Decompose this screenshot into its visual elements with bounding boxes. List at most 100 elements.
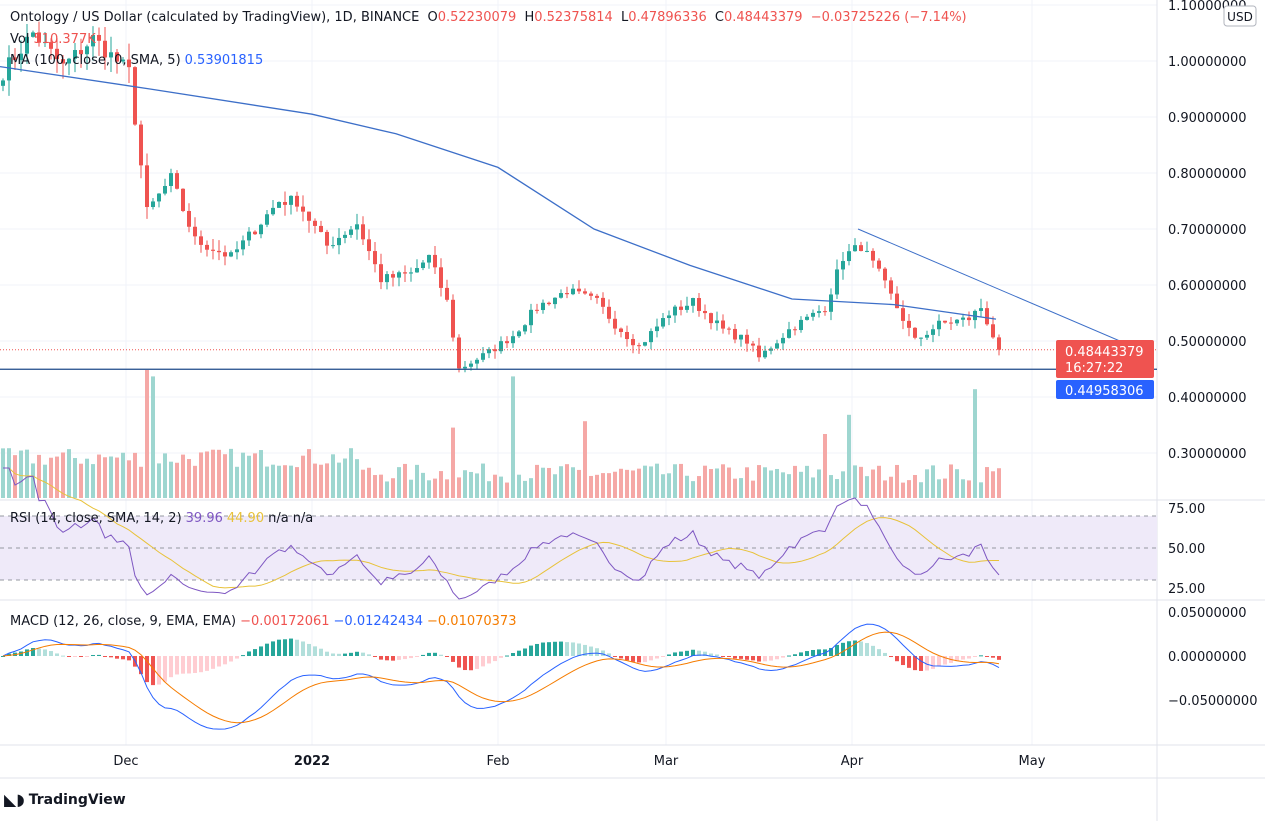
- tradingview-logo[interactable]: ◣◗ TradingView: [4, 790, 126, 809]
- volume-bar: [133, 452, 137, 498]
- macd-histogram-bar: [427, 652, 431, 656]
- rsi-legend: RSI (14, close, SMA, 14, 2) 39.96 44.90 n/a…: [10, 511, 317, 526]
- candle-body: [727, 328, 731, 330]
- volume-bar: [619, 468, 623, 498]
- price-tick-label: 0.70000000: [1168, 223, 1247, 238]
- volume-bar: [595, 474, 599, 498]
- volume-bar: [613, 471, 617, 498]
- volume-bar: [517, 474, 521, 498]
- signal-line: [2, 631, 1000, 724]
- candle-body: [517, 331, 521, 337]
- volume-bar: [79, 463, 83, 498]
- volume-bar: [91, 464, 95, 498]
- price-tick-label: 0.40000000: [1168, 391, 1247, 406]
- volume-bar: [673, 464, 677, 498]
- candle-body: [817, 311, 821, 313]
- candle-body: [397, 272, 401, 278]
- volume-bar: [229, 448, 233, 498]
- macd-legend: MACD (12, 26, close, 9, EMA, EMA) −0.0017…: [10, 614, 520, 629]
- candle-body: [931, 329, 935, 335]
- symbol-title[interactable]: Ontology / US Dollar (calculated by Trad…: [10, 10, 420, 25]
- rsi-label[interactable]: RSI (14, close, SMA, 14, 2): [10, 511, 182, 526]
- macd-histogram-bar: [739, 656, 743, 659]
- candle-body: [463, 366, 467, 369]
- volume-bar: [343, 458, 347, 498]
- macd-histogram-bar: [667, 654, 671, 656]
- candle-body: [541, 302, 545, 311]
- candle-body: [1, 80, 5, 86]
- volume-bar: [205, 451, 209, 498]
- macd-histogram-bar: [943, 656, 947, 665]
- volume-bar: [61, 452, 65, 498]
- volume-bar: [67, 449, 71, 498]
- volume-bar: [991, 471, 995, 498]
- volume-bar: [937, 479, 941, 498]
- candle-body: [109, 52, 113, 58]
- volume-bar: [211, 449, 215, 498]
- macd-histogram-bar: [709, 653, 713, 656]
- macd-histogram-bar: [253, 649, 257, 656]
- volume-bar: [859, 466, 863, 498]
- macd-histogram-bar: [277, 639, 281, 656]
- candle-body: [487, 349, 491, 354]
- candle-body: [535, 309, 539, 311]
- macd-histogram-bar: [415, 656, 419, 657]
- macd-histogram-bar: [241, 655, 245, 657]
- macd-histogram-bar: [229, 656, 233, 662]
- macd-histogram-bar: [457, 656, 461, 668]
- candle-body: [511, 336, 515, 344]
- candle-body: [355, 224, 359, 230]
- macd-histogram-bar: [745, 656, 749, 660]
- macd-histogram-bar: [325, 651, 329, 656]
- volume-bar: [139, 466, 143, 498]
- macd-histogram-bar: [961, 656, 965, 660]
- macd-histogram-bar: [343, 653, 347, 656]
- candle-body: [985, 308, 989, 325]
- volume-bar: [157, 463, 161, 498]
- macd-line: [2, 623, 1000, 730]
- volume-label[interactable]: Vol: [10, 32, 30, 47]
- candle-body: [469, 363, 473, 367]
- candle-body: [25, 36, 29, 54]
- candle-body: [91, 34, 95, 47]
- volume-bar: [295, 467, 299, 498]
- volume-bar: [745, 467, 749, 498]
- macd-histogram-bar: [175, 656, 179, 675]
- candle-body: [763, 350, 767, 358]
- candle-body: [949, 322, 953, 324]
- macd-histogram-bar: [817, 649, 821, 656]
- volume-bar: [313, 463, 317, 498]
- volume-bar: [145, 370, 149, 498]
- candle-body: [151, 201, 155, 208]
- macd-histogram-bar: [43, 649, 47, 656]
- candle-body: [403, 272, 407, 274]
- macd-histogram-bar: [391, 656, 395, 661]
- rsi-ma-value: 44.90: [226, 511, 265, 526]
- macd-histogram-bar: [655, 656, 659, 659]
- volume-bar: [883, 480, 887, 498]
- macd-histogram-bar: [763, 656, 767, 662]
- macd-histogram-bar: [73, 656, 77, 657]
- volume-bar: [55, 456, 59, 498]
- macd-histogram-bar: [931, 656, 935, 669]
- volume-bar: [97, 454, 101, 498]
- candle-body: [793, 329, 797, 331]
- candle-body: [295, 195, 299, 207]
- candle-body: [67, 58, 71, 64]
- macd-label[interactable]: MACD (12, 26, close, 9, EMA, EMA): [10, 614, 237, 629]
- ma-label[interactable]: MA (100, close, 0, SMA, 5): [10, 53, 181, 68]
- macd-histogram-bar: [307, 643, 311, 656]
- volume-bar: [463, 470, 467, 498]
- volume-bar: [691, 481, 695, 498]
- candle-body: [169, 173, 173, 186]
- volume-bar: [805, 465, 809, 498]
- macd-histogram-bar: [355, 651, 359, 656]
- volume-bar: [421, 472, 425, 498]
- macd-histogram-bar: [619, 656, 623, 659]
- volume-bar: [709, 469, 713, 498]
- macd-histogram-bar: [679, 651, 683, 656]
- macd-histogram-bar: [445, 656, 449, 657]
- close-value: 0.48443379: [723, 10, 803, 25]
